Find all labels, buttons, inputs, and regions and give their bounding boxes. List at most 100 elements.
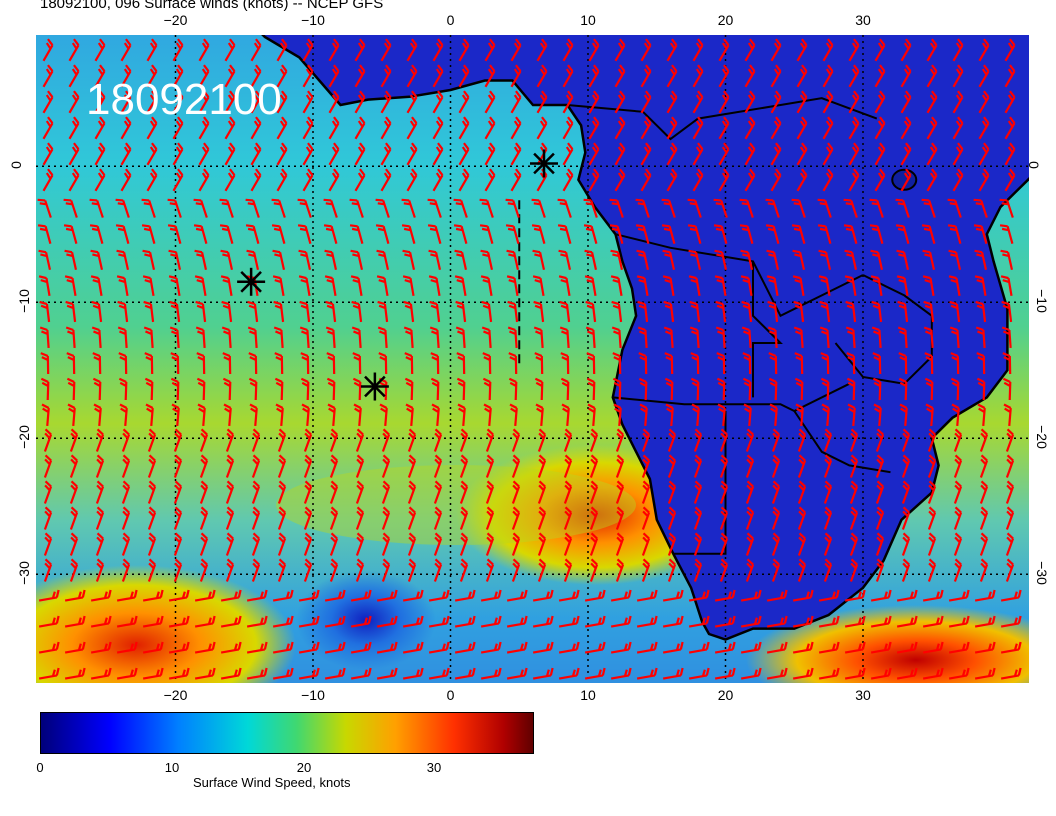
wind-barb xyxy=(713,224,728,244)
wind-barb xyxy=(277,480,287,504)
wind-barb xyxy=(585,326,596,349)
wind-barb xyxy=(64,249,78,271)
wind-barb xyxy=(558,641,580,654)
wind-barb xyxy=(328,142,340,166)
wind-barb xyxy=(610,589,632,602)
wind-barb xyxy=(459,532,469,556)
wind-barb xyxy=(94,168,106,192)
wind-barb xyxy=(120,116,132,140)
wind-barb xyxy=(614,90,626,114)
wind-barb xyxy=(324,641,346,654)
wind-barb xyxy=(376,667,398,680)
wind-barb xyxy=(250,38,262,62)
wind-barb xyxy=(744,90,756,114)
wind-barb xyxy=(95,558,105,582)
wind-barb xyxy=(355,480,365,504)
wind-barb xyxy=(173,480,183,504)
wind-barb xyxy=(949,300,961,323)
wind-barb xyxy=(794,377,804,401)
wind-barb xyxy=(796,38,808,62)
wind-barb xyxy=(687,198,702,218)
wind-barb xyxy=(454,641,476,654)
wind-barb xyxy=(740,275,753,297)
wind-barb xyxy=(302,168,314,192)
wind-barb xyxy=(353,403,362,427)
wind-barb xyxy=(716,352,726,375)
wind-barb xyxy=(38,641,60,654)
wind-barb xyxy=(37,224,52,244)
wind-barb xyxy=(873,403,882,427)
wind-barb xyxy=(978,90,990,114)
wind-barb xyxy=(973,224,988,244)
wind-barb xyxy=(666,38,678,62)
wind-barb xyxy=(354,168,366,192)
wind-barb xyxy=(663,326,674,349)
wind-barb xyxy=(41,403,50,427)
wind-barb xyxy=(740,615,762,628)
wind-barb xyxy=(900,142,912,166)
wind-barb xyxy=(636,249,650,271)
wind-barb xyxy=(823,428,833,452)
wind-barb xyxy=(692,168,704,192)
wind-barb xyxy=(145,403,154,427)
wind-barb xyxy=(328,90,340,114)
wind-barb xyxy=(251,558,261,582)
wind-barb xyxy=(407,428,417,452)
wind-barb xyxy=(766,641,788,654)
wind-barb xyxy=(796,64,808,88)
wind-barb xyxy=(172,168,184,192)
wind-barb xyxy=(926,90,938,114)
wind-barb xyxy=(1005,454,1015,478)
wind-barb xyxy=(870,667,892,680)
wind-barb xyxy=(771,506,781,530)
wind-barb xyxy=(871,326,882,349)
wind-barb xyxy=(381,454,391,478)
lat-tick-label: −30 xyxy=(1033,561,1050,586)
wind-barb xyxy=(349,198,364,218)
wind-barb xyxy=(792,589,814,602)
wind-barb xyxy=(250,142,262,166)
wind-barb xyxy=(974,641,996,654)
wind-barb xyxy=(42,90,54,114)
wind-barb xyxy=(822,142,834,166)
wind-barb xyxy=(248,352,258,375)
wind-barb xyxy=(583,198,598,218)
wind-barb xyxy=(770,64,782,88)
wind-barb xyxy=(118,352,128,375)
wind-barb xyxy=(1005,428,1015,452)
wind-barb xyxy=(325,326,336,349)
wind-barb xyxy=(532,667,554,680)
wind-barb xyxy=(479,198,494,218)
wind-barb xyxy=(199,480,209,504)
wind-barb xyxy=(326,377,336,401)
wind-barb xyxy=(765,224,780,244)
wind-barb xyxy=(220,589,242,602)
wind-barb xyxy=(300,352,310,375)
wind-barb xyxy=(537,428,547,452)
wind-barb xyxy=(480,641,502,654)
wind-barb xyxy=(406,168,418,192)
wind-barb xyxy=(536,90,548,114)
wind-barb xyxy=(479,224,494,244)
wind-barb xyxy=(558,275,571,297)
wind-barb xyxy=(689,326,700,349)
wind-barb xyxy=(433,480,443,504)
wind-barb xyxy=(690,352,700,375)
wind-barb xyxy=(433,532,443,556)
wind-barb xyxy=(405,403,414,427)
wind-barb xyxy=(637,300,649,323)
wind-barb xyxy=(484,90,496,114)
wind-barb xyxy=(875,454,885,478)
wind-barb xyxy=(64,275,77,297)
wind-barb xyxy=(586,377,596,401)
wind-barb xyxy=(950,352,960,375)
wind-barb xyxy=(143,326,154,349)
wind-barb xyxy=(999,224,1014,244)
wind-barb xyxy=(485,506,495,530)
wind-barb xyxy=(640,116,652,140)
wind-barb xyxy=(610,641,632,654)
wind-barb xyxy=(558,249,572,271)
wind-barb xyxy=(221,300,233,323)
wind-barb xyxy=(636,667,658,680)
storm-marker-2 xyxy=(360,372,389,401)
